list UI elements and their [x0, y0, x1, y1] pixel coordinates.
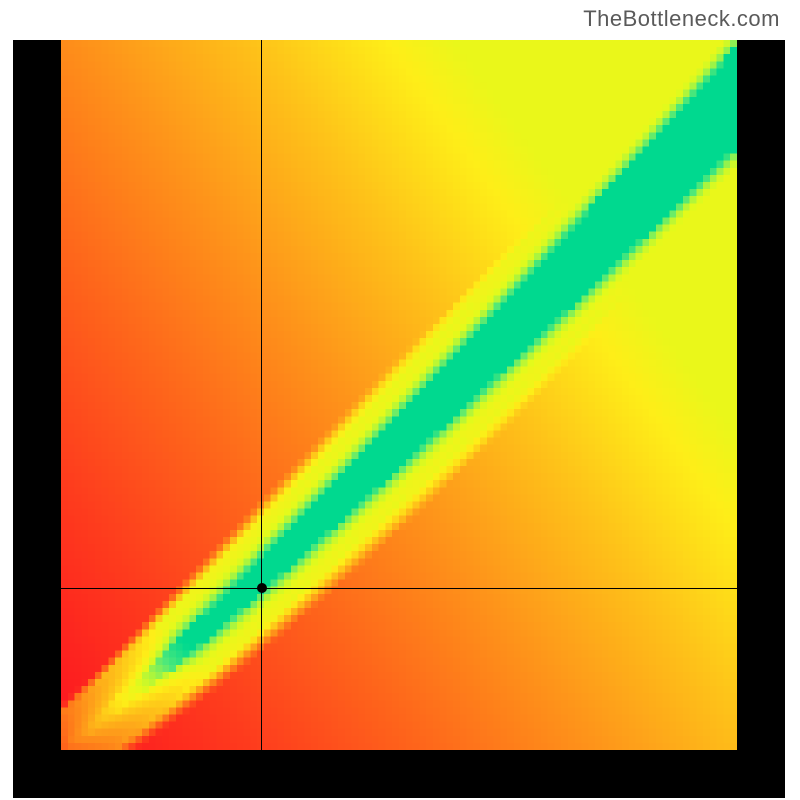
chart-container: TheBottleneck.com — [0, 0, 800, 800]
watermark-text: TheBottleneck.com — [583, 6, 780, 32]
heatmap-plot — [61, 40, 737, 750]
crosshair-point — [257, 583, 267, 593]
crosshair-vertical — [261, 40, 262, 750]
crosshair-horizontal — [61, 588, 737, 589]
